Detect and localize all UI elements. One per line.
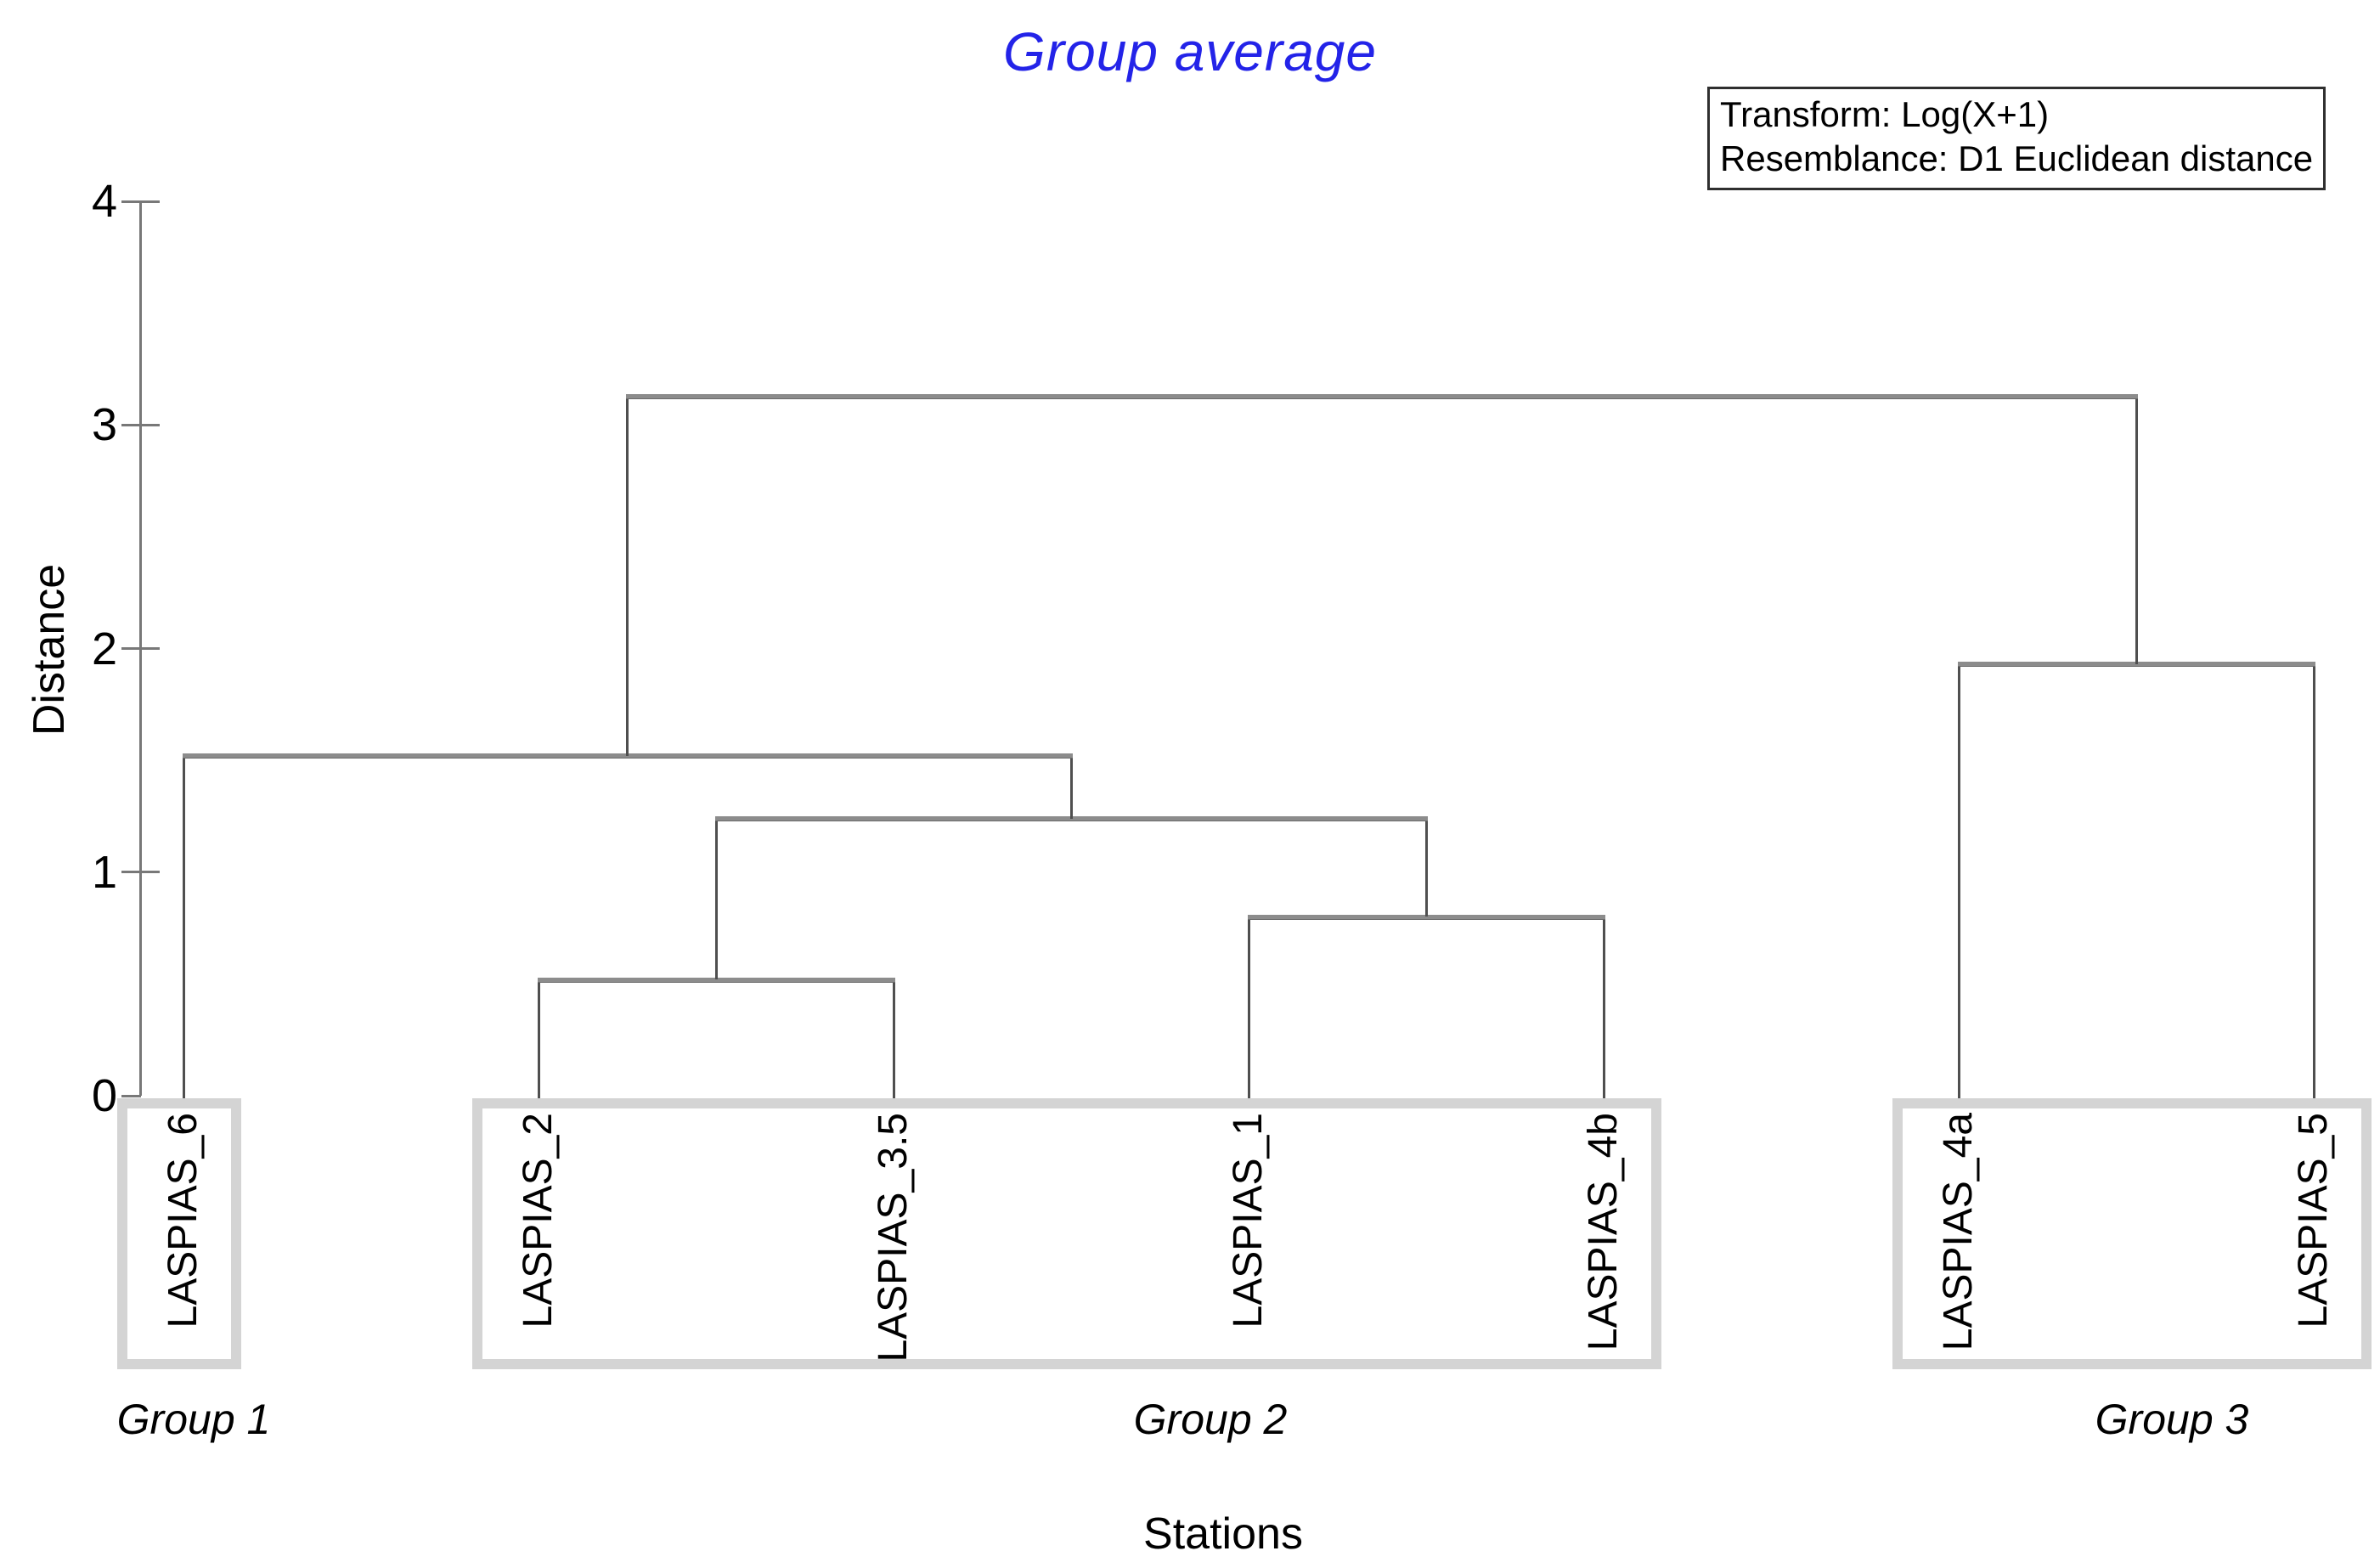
y-tick-label: 2	[91, 623, 117, 674]
dendrogram-vertical-segment	[626, 396, 629, 756]
leaf-label: LASPIAS_1	[1226, 1113, 1271, 1328]
leaf-label: LASPIAS_6	[161, 1113, 206, 1328]
dendrogram-merge-bar	[626, 393, 2138, 399]
transform-info: Transform: Log(X+1)	[1720, 94, 2050, 134]
dendrogram-vertical-segment	[182, 755, 185, 1098]
dendrogram-merge-bar	[182, 753, 1073, 759]
y-tick-mark	[121, 871, 160, 874]
resemblance-info: Resemblance: D1 Euclidean distance	[1720, 138, 2314, 179]
dendrogram-merge-bar	[714, 816, 1428, 822]
y-tick-label: 4	[91, 176, 117, 227]
y-tick-mark	[121, 647, 160, 650]
y-tick-mark	[121, 200, 160, 203]
dendrogram-vertical-segment	[2312, 663, 2315, 1098]
leaf-label: LASPIAS_3.5	[871, 1113, 916, 1362]
group-box	[472, 1098, 1661, 1369]
dendrogram-vertical-segment	[1424, 818, 1428, 917]
dendrogram-vertical-segment	[714, 818, 718, 980]
group-label: Group 2	[1133, 1396, 1288, 1443]
y-tick-mark	[121, 1094, 141, 1097]
group-label: Group 3	[2095, 1396, 2249, 1443]
group-box	[1892, 1098, 2372, 1369]
y-tick-label: 3	[91, 399, 117, 451]
chart-title: Group average	[1003, 21, 1377, 82]
y-tick-label: 1	[91, 846, 117, 898]
analysis-info-box: Transform: Log(X+1) Resemblance: D1 Eucl…	[1707, 87, 2326, 191]
group-label: Group 1	[116, 1396, 271, 1443]
leaf-label: LASPIAS_2	[516, 1113, 561, 1328]
dendrogram-vertical-segment	[1602, 917, 1605, 1098]
dendrogram-vertical-segment	[1247, 917, 1250, 1098]
leaf-label: LASPIAS_4a	[1936, 1113, 1981, 1351]
dendrogram-vertical-segment	[1069, 755, 1073, 819]
group-box	[117, 1098, 241, 1369]
dendrogram-vertical-segment	[892, 979, 895, 1098]
leaf-label: LASPIAS_5	[2291, 1113, 2336, 1328]
leaf-label: LASPIAS_4b	[1581, 1113, 1626, 1351]
dendrogram-vertical-segment	[2135, 396, 2138, 664]
dendrogram-merge-bar	[1957, 662, 2315, 668]
y-tick-mark	[121, 423, 160, 426]
y-tick-label: 0	[91, 1070, 117, 1121]
dendrogram-merge-bar	[1247, 914, 1605, 920]
dendrogram-vertical-segment	[1957, 663, 1960, 1098]
dendrogram-merge-bar	[537, 977, 895, 983]
x-axis-title: Stations	[1143, 1509, 1303, 1559]
dendrogram-vertical-segment	[537, 979, 540, 1098]
